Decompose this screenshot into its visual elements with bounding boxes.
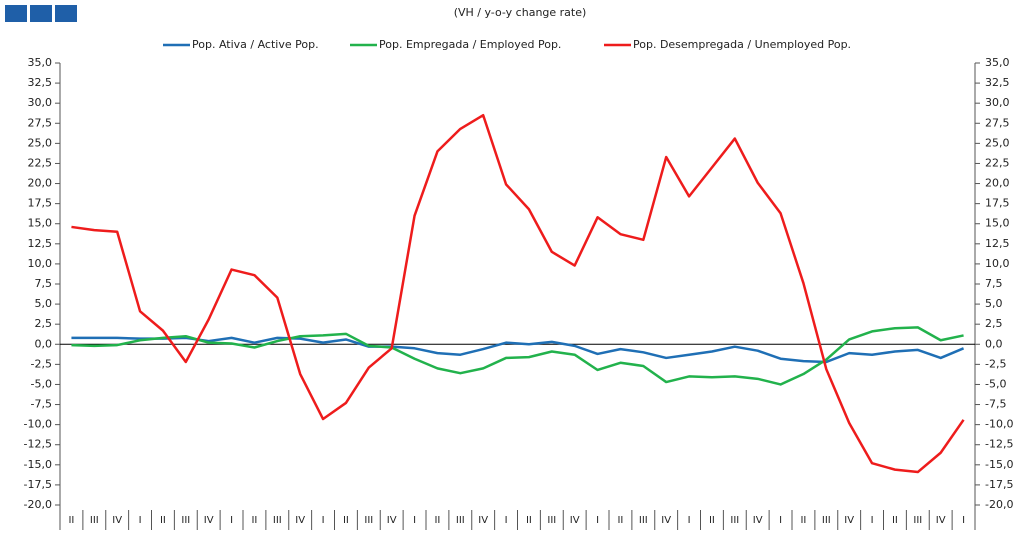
y2-tick-label: 7,5 [985, 277, 1003, 290]
x-tick-label: III [364, 515, 373, 526]
y-tick-label: 2,5 [35, 317, 53, 330]
x-tick-label: IV [844, 515, 854, 526]
series-line [71, 326, 964, 386]
x-tick-label: II [526, 515, 532, 526]
x-tick-label: III [913, 515, 922, 526]
y-tick-label: 20,0 [28, 177, 53, 190]
y-tick-label: 30,0 [28, 96, 53, 109]
y2-tick-label: 2,5 [985, 317, 1003, 330]
logo-block [30, 5, 52, 22]
x-tick-label: III [639, 515, 648, 526]
y2-tick-label: 20,0 [985, 177, 1010, 190]
y-tick-label: 0,0 [35, 337, 53, 350]
chart-subtitle: (VH / y-o-y change rate) [454, 6, 587, 19]
x-tick-label: IV [478, 515, 488, 526]
x-tick-label: II [892, 515, 898, 526]
x-tick-label: III [181, 515, 190, 526]
y2-tick-label: 10,0 [985, 257, 1010, 270]
y2-tick-label: 27,5 [985, 116, 1010, 129]
y-tick-label: 22,5 [28, 156, 53, 169]
y-tick-label: 5,0 [35, 297, 53, 310]
x-tick-label: IV [936, 515, 946, 526]
series-line [71, 336, 965, 364]
x-tick-label: II [800, 515, 806, 526]
x-tick-label: II [709, 515, 715, 526]
x-tick-label: II [251, 515, 257, 526]
y2-tick-label: -7,5 [985, 398, 1006, 411]
x-tick-label: II [160, 515, 166, 526]
y2-tick-label: -12,5 [985, 438, 1013, 451]
x-tick-label: III [730, 515, 739, 526]
y-tick-label: -10,0 [24, 418, 52, 431]
y-tick-label: 27,5 [28, 116, 53, 129]
x-tick-label: II [617, 515, 623, 526]
y-tick-label: -15,0 [24, 458, 52, 471]
x-tick-label: I [779, 515, 782, 526]
x-tick-label: III [90, 515, 99, 526]
x-tick-label: I [413, 515, 416, 526]
y-tick-label: -17,5 [24, 478, 52, 491]
x-tick-label: IV [661, 515, 671, 526]
y-tick-label: -5,0 [31, 377, 52, 390]
y2-tick-label: 15,0 [985, 217, 1010, 230]
y2-tick-label: 35,0 [985, 56, 1010, 69]
y-tick-label: 25,0 [28, 136, 53, 149]
legend-label: Pop. Desempregada / Unemployed Pop. [633, 38, 851, 51]
y2-tick-label: 12,5 [985, 237, 1010, 250]
x-tick-label: IV [387, 515, 397, 526]
y2-tick-label: -17,5 [985, 478, 1013, 491]
y2-tick-label: -2,5 [985, 357, 1006, 370]
x-tick-label: I [688, 515, 691, 526]
x-tick-label: IV [753, 515, 763, 526]
x-tick-label: I [322, 515, 325, 526]
x-tick-label: III [456, 515, 465, 526]
x-tick-label: I [871, 515, 874, 526]
x-tick-label: II [343, 515, 349, 526]
y-tick-label: 12,5 [28, 237, 53, 250]
x-tick-label: IV [112, 515, 122, 526]
y2-tick-label: 22,5 [985, 156, 1010, 169]
legend-label: Pop. Ativa / Active Pop. [192, 38, 319, 51]
y-tick-label: 17,5 [28, 197, 53, 210]
y2-tick-label: 25,0 [985, 136, 1010, 149]
y-tick-label: 10,0 [28, 257, 53, 270]
logo-block [55, 5, 77, 22]
y-tick-label: 32,5 [28, 76, 53, 89]
y2-tick-label: -20,0 [985, 498, 1013, 511]
x-tick-label: II [68, 515, 74, 526]
x-tick-label: IV [570, 515, 580, 526]
x-tick-label: I [962, 515, 965, 526]
y2-tick-label: -5,0 [985, 377, 1006, 390]
x-tick-label: III [822, 515, 831, 526]
series-line [71, 113, 965, 474]
y-tick-label: 15,0 [28, 217, 53, 230]
x-tick-label: IV [295, 515, 305, 526]
y2-tick-label: 30,0 [985, 96, 1010, 109]
y2-tick-label: -10,0 [985, 418, 1013, 431]
x-tick-label: I [596, 515, 599, 526]
y2-tick-label: -15,0 [985, 458, 1013, 471]
y-tick-label: -7,5 [31, 398, 52, 411]
legend-label: Pop. Empregada / Employed Pop. [379, 38, 561, 51]
x-tick-label: I [230, 515, 233, 526]
y2-tick-label: 17,5 [985, 197, 1010, 210]
x-tick-label: III [273, 515, 282, 526]
y-tick-label: -20,0 [24, 498, 52, 511]
x-tick-label: III [547, 515, 556, 526]
x-tick-label: I [139, 515, 142, 526]
x-tick-label: IV [204, 515, 214, 526]
y2-tick-label: 5,0 [985, 297, 1003, 310]
y2-tick-label: 32,5 [985, 76, 1010, 89]
x-tick-label: II [434, 515, 440, 526]
y-tick-label: -12,5 [24, 438, 52, 451]
logo-block [5, 5, 27, 22]
y-tick-label: 35,0 [28, 56, 53, 69]
x-tick-label: I [505, 515, 508, 526]
y-tick-label: 7,5 [35, 277, 53, 290]
y-tick-label: -2,5 [31, 357, 52, 370]
y2-tick-label: 0,0 [985, 337, 1003, 350]
